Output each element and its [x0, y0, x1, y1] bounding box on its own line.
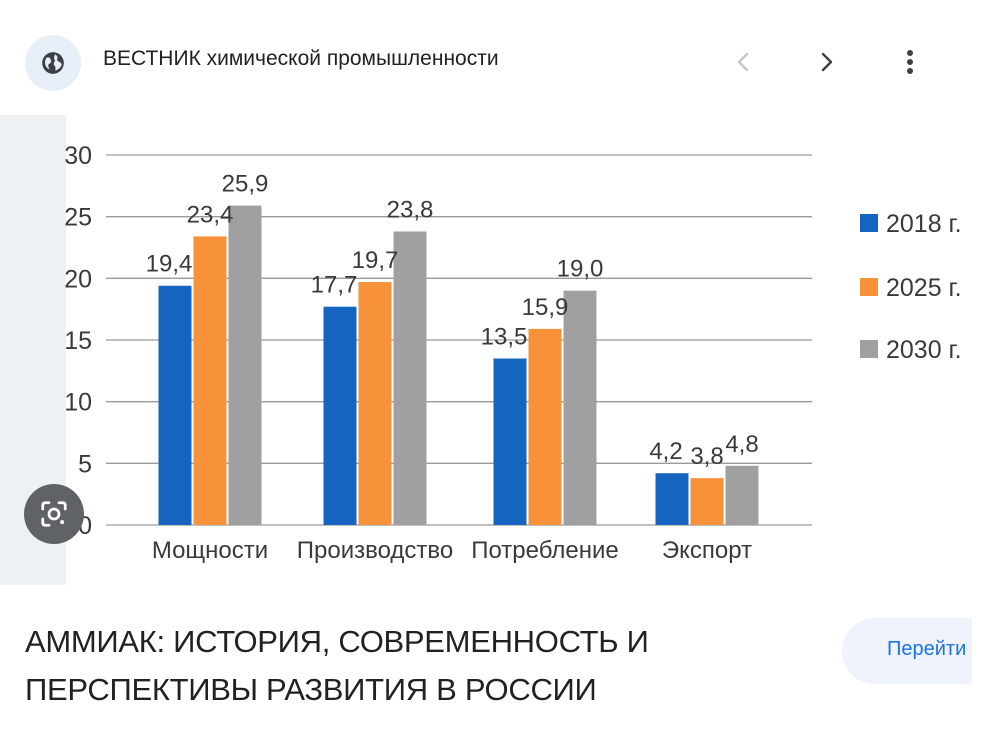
bar-chart: 19,4 17,7 13,5 4,2 23,4 19,7 15,9 3,8 25,9 23,8 19… [0, 115, 962, 585]
x-category-label: Экспорт [662, 537, 752, 564]
site-name[interactable]: ВЕСТНИК химической промышленности [103, 47, 499, 70]
result-title-line-1: АММИАК: ИСТОРИЯ, СОВРЕМЕННОСТЬ И [25, 624, 649, 659]
x-category-label: Потребление [471, 537, 619, 564]
data-label: 25,9 [222, 171, 269, 198]
site-favicon[interactable] [25, 35, 81, 91]
visit-button-label: Перейти [887, 638, 967, 660]
bar [655, 473, 689, 525]
result-title[interactable]: АММИАК: ИСТОРИЯ, СОВРЕМЕННОСТЬ И ПЕРСПЕК… [25, 618, 805, 714]
data-label: 19,0 [557, 256, 604, 283]
next-button[interactable] [804, 40, 848, 84]
bar [528, 328, 562, 525]
result-title-line-2: ПЕРСПЕКТИВЫ РАЗВИТИЯ В РОССИИ [25, 672, 597, 707]
bar [193, 236, 227, 525]
more-vert-icon [907, 50, 913, 74]
y-tick-label: 25 [64, 204, 92, 232]
x-category-label: Производство [297, 537, 453, 564]
data-label: 3,8 [690, 443, 723, 470]
result-image[interactable]: 19,4 17,7 13,5 4,2 23,4 19,7 15,9 3,8 25,9 23,8 19… [0, 115, 1000, 585]
data-label: 15,9 [522, 294, 569, 321]
legend-swatch [860, 214, 878, 232]
more-options-button[interactable] [888, 40, 932, 84]
legend-swatch [860, 278, 878, 296]
data-label: 13,5 [481, 324, 528, 351]
legend-label: 2030 г. [886, 336, 962, 364]
result-header: ВЕСТНИК химической промышленности [0, 0, 1000, 115]
bar [358, 282, 392, 525]
bar [228, 205, 262, 526]
google-lens-button[interactable] [24, 484, 84, 544]
data-label: 4,8 [725, 431, 758, 458]
previous-button[interactable] [722, 40, 766, 84]
y-tick-label: 15 [64, 327, 92, 355]
y-tick-label: 30 [64, 142, 92, 170]
data-label: 23,4 [187, 201, 234, 228]
bar [493, 358, 527, 525]
data-label: 17,7 [311, 272, 358, 299]
x-category-label: Мощности [152, 537, 268, 564]
data-label: 4,2 [649, 438, 682, 465]
bar [393, 231, 427, 525]
data-label: 23,8 [387, 196, 434, 223]
globe-icon [42, 52, 64, 74]
viewport-edge [972, 600, 1000, 700]
bar [323, 306, 357, 525]
data-label: 19,4 [146, 251, 193, 278]
legend-label: 2025 г. [886, 274, 962, 302]
y-tick-label: 20 [64, 265, 92, 293]
chevron-right-icon [821, 52, 833, 72]
bar [690, 478, 724, 525]
data-label: 19,7 [352, 247, 399, 274]
bar [158, 285, 192, 525]
y-tick-label: 10 [64, 389, 92, 417]
bar [725, 465, 759, 525]
bar [563, 290, 597, 525]
legend-swatch [860, 340, 878, 358]
google-lens-icon [41, 501, 67, 527]
legend-label: 2018 г. [886, 210, 962, 238]
y-tick-label: 5 [78, 450, 92, 478]
chevron-left-icon [737, 52, 749, 72]
